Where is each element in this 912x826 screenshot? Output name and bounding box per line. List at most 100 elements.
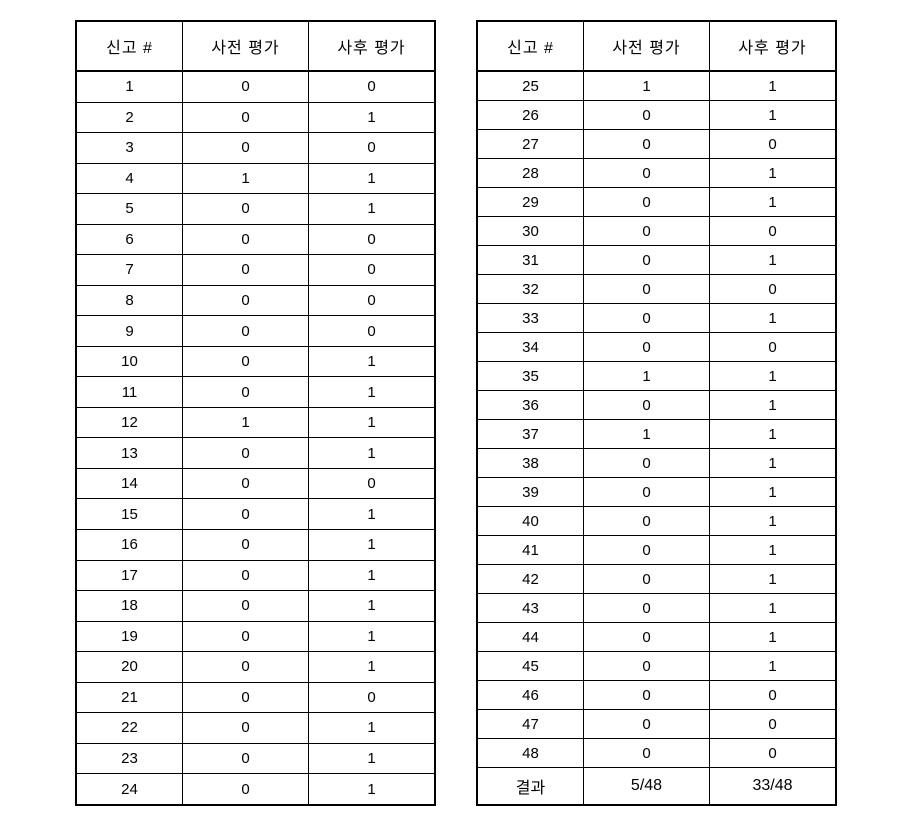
cell-pre: 0 — [183, 285, 309, 316]
cell-pre: 0 — [183, 713, 309, 744]
cell-pre: 0 — [584, 130, 710, 159]
result-post: 33/48 — [710, 768, 837, 806]
cell-pre: 0 — [584, 333, 710, 362]
cell-post: 1 — [710, 478, 837, 507]
cell-id: 18 — [76, 591, 183, 622]
header-row: 신고 # 사전 평가 사후 평가 — [76, 21, 435, 71]
cell-id: 13 — [76, 438, 183, 469]
cell-id: 41 — [477, 536, 584, 565]
cell-pre: 0 — [183, 774, 309, 805]
table-row: 2601 — [477, 101, 836, 130]
cell-id: 12 — [76, 407, 183, 438]
cell-id: 23 — [76, 743, 183, 774]
cell-post: 1 — [309, 194, 436, 225]
cell-post: 1 — [710, 159, 837, 188]
cell-post: 0 — [710, 275, 837, 304]
cell-pre: 0 — [183, 346, 309, 377]
cell-post: 1 — [309, 438, 436, 469]
cell-id: 39 — [477, 478, 584, 507]
cell-pre: 0 — [183, 133, 309, 164]
cell-pre: 0 — [183, 71, 309, 102]
cell-id: 21 — [76, 682, 183, 713]
table-row: 1801 — [76, 591, 435, 622]
cell-pre: 0 — [183, 499, 309, 530]
cell-id: 40 — [477, 507, 584, 536]
cell-post: 1 — [710, 594, 837, 623]
cell-id: 24 — [76, 774, 183, 805]
cell-pre: 0 — [584, 739, 710, 768]
cell-post: 1 — [710, 304, 837, 333]
table-row: 4700 — [477, 710, 836, 739]
table-row: 3601 — [477, 391, 836, 420]
result-label: 결과 — [477, 768, 584, 806]
cell-post: 0 — [309, 133, 436, 164]
cell-pre: 0 — [584, 594, 710, 623]
cell-post: 1 — [309, 591, 436, 622]
cell-pre: 0 — [584, 710, 710, 739]
cell-post: 0 — [710, 710, 837, 739]
cell-id: 27 — [477, 130, 584, 159]
cell-id: 44 — [477, 623, 584, 652]
cell-id: 34 — [477, 333, 584, 362]
table-row: 3101 — [477, 246, 836, 275]
table-row: 3711 — [477, 420, 836, 449]
header-post: 사후 평가 — [710, 21, 837, 71]
cell-post: 1 — [309, 407, 436, 438]
cell-id: 37 — [477, 420, 584, 449]
table-row: 2901 — [477, 188, 836, 217]
cell-id: 28 — [477, 159, 584, 188]
header-id: 신고 # — [76, 21, 183, 71]
table-row: 501 — [76, 194, 435, 225]
cell-id: 7 — [76, 255, 183, 286]
table-row: 3801 — [477, 449, 836, 478]
table-row: 1400 — [76, 468, 435, 499]
table-row: 2001 — [76, 652, 435, 683]
cell-id: 48 — [477, 739, 584, 768]
cell-pre: 0 — [584, 681, 710, 710]
cell-post: 1 — [710, 420, 837, 449]
cell-id: 38 — [477, 449, 584, 478]
cell-id: 2 — [76, 102, 183, 133]
table-row: 3901 — [477, 478, 836, 507]
cell-pre: 0 — [183, 621, 309, 652]
table-row: 4800 — [477, 739, 836, 768]
cell-post: 1 — [309, 102, 436, 133]
cell-post: 1 — [309, 530, 436, 561]
table-row: 2700 — [477, 130, 836, 159]
table-row: 3511 — [477, 362, 836, 391]
cell-post: 1 — [710, 565, 837, 594]
cell-pre: 0 — [584, 623, 710, 652]
cell-pre: 0 — [183, 194, 309, 225]
cell-id: 30 — [477, 217, 584, 246]
cell-pre: 0 — [584, 536, 710, 565]
cell-id: 14 — [76, 468, 183, 499]
cell-post: 1 — [710, 536, 837, 565]
cell-pre: 0 — [183, 468, 309, 499]
cell-pre: 0 — [183, 530, 309, 561]
cell-pre: 0 — [183, 255, 309, 286]
table-row: 1701 — [76, 560, 435, 591]
cell-id: 16 — [76, 530, 183, 561]
table-row: 1901 — [76, 621, 435, 652]
cell-id: 5 — [76, 194, 183, 225]
cell-pre: 0 — [584, 159, 710, 188]
header-post: 사후 평가 — [309, 21, 436, 71]
cell-post: 0 — [710, 217, 837, 246]
cell-post: 1 — [710, 246, 837, 275]
header-id: 신고 # — [477, 21, 584, 71]
cell-pre: 0 — [183, 560, 309, 591]
table-row: 2301 — [76, 743, 435, 774]
cell-post: 1 — [309, 774, 436, 805]
table-row: 4600 — [477, 681, 836, 710]
cell-pre: 1 — [584, 71, 710, 101]
cell-post: 0 — [309, 224, 436, 255]
cell-post: 1 — [710, 101, 837, 130]
cell-id: 47 — [477, 710, 584, 739]
cell-post: 1 — [309, 346, 436, 377]
cell-post: 1 — [309, 499, 436, 530]
cell-post: 1 — [309, 621, 436, 652]
cell-id: 22 — [76, 713, 183, 744]
cell-pre: 0 — [183, 438, 309, 469]
table-row: 201 — [76, 102, 435, 133]
cell-id: 11 — [76, 377, 183, 408]
